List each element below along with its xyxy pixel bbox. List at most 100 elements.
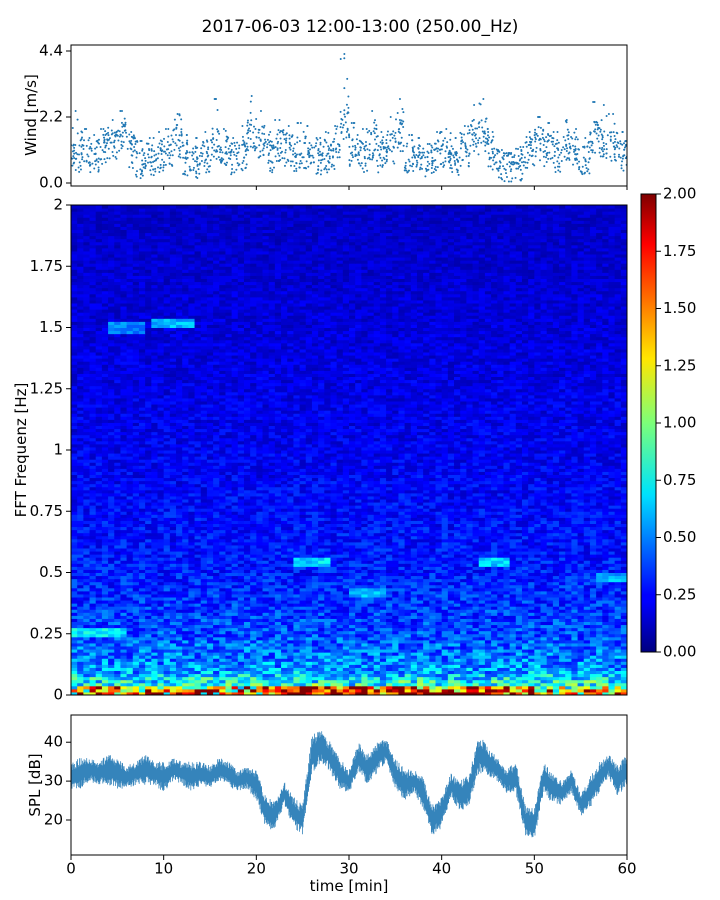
heatmap-cell [188,655,196,659]
wind-point [164,128,167,130]
heatmap-cell [546,682,554,687]
heatmap-cell [311,639,319,644]
heatmap-cell [521,593,529,598]
wind-point [79,164,82,167]
wind-point [225,163,228,166]
heatmap-cell [138,658,146,662]
heatmap-cell [379,606,387,610]
heatmap-cell [361,670,369,675]
heatmap-cell [571,661,579,665]
heatmap-cell [243,664,251,668]
wind-point [249,130,252,133]
heatmap-cell [188,603,196,607]
heatmap-cell [472,685,480,690]
heatmap-cell [138,627,146,632]
heatmap-cell [404,676,412,681]
wind-point [406,142,409,145]
heatmap-cell [583,658,591,662]
wind-point [73,161,76,164]
heatmap-cell [373,664,381,668]
heatmap-cell [571,597,579,601]
heatmap-cell [274,584,282,589]
heatmap-cell [120,688,128,693]
wind-point [392,130,395,133]
heatmap-cell [114,664,121,668]
wind-point [295,169,298,172]
wind-point [344,115,347,118]
heatmap-cell [231,661,239,665]
heatmap-cell [521,584,529,589]
wind-point [243,156,246,159]
heatmap-cell [540,652,548,656]
heatmap-cell [188,664,196,668]
heatmap-cell [441,633,449,638]
heatmap-cell [225,679,233,684]
heatmap-cell [114,658,121,662]
heatmap-cell [552,685,560,690]
heatmap-cell [429,646,436,650]
heatmap-cell [176,627,183,632]
heatmap-cell [101,667,109,671]
wind-point [505,154,508,157]
heatmap-cell [478,603,486,607]
heatmap-cell [108,590,115,595]
wind-point [320,153,323,156]
heatmap-cell [552,615,560,619]
wind-point [558,162,561,165]
heatmap-cell [478,652,486,656]
wind-point [539,149,542,152]
heatmap-cell [454,673,461,678]
heatmap-cell [157,612,165,616]
wind-point [619,140,622,143]
heatmap-cell [132,649,140,653]
heatmap-cell [355,673,362,678]
wind-point [276,133,279,136]
wind-point [180,134,183,137]
heatmap-cell [293,615,301,619]
heatmap-cell [515,649,523,653]
heatmap-cell [515,627,523,632]
heatmap-cell [521,603,529,607]
heatmap-cell [108,587,115,592]
wind-point [88,137,91,140]
wind-point [334,148,337,151]
heatmap-cell [311,584,319,589]
heatmap-cell [386,593,393,598]
wind-point [261,149,264,152]
heatmap-cell [398,639,406,644]
heatmap-cell [577,685,585,690]
heatmap-cell [460,584,467,589]
heatmap-cell [71,679,78,684]
heatmap-cell [324,587,331,592]
heatmap-cell [410,627,418,632]
heatmap-cell [509,673,517,678]
heatmap-cell [528,590,535,595]
heatmap-cell [620,593,628,598]
heatmap-cell [213,621,220,626]
heatmap-cell [126,676,134,681]
heatmap-cell [540,593,548,598]
heatmap-cell [250,593,257,598]
wind-point [114,156,117,159]
wind-point [475,137,478,140]
heatmap-cell [472,621,480,626]
wind-point [348,159,351,162]
heatmap-cell [108,667,115,671]
heatmap-cell [559,639,566,644]
wind-point [613,153,616,156]
heatmap-cell [305,642,313,647]
heatmap-cell [342,670,350,675]
heatmap-cell [77,661,84,665]
heatmap-cell [342,682,350,687]
heatmap-cell [95,664,103,668]
heatmap-cell [454,670,461,675]
wind-point [288,134,291,137]
heatmap-cell [528,612,535,616]
heatmap-cell [460,609,467,613]
heatmap-cell [299,606,307,610]
heatmap-cell [293,627,301,632]
wind-point [232,151,235,154]
heatmap-cell [83,682,91,687]
wind-point [420,163,423,166]
heatmap-cell [398,593,406,598]
